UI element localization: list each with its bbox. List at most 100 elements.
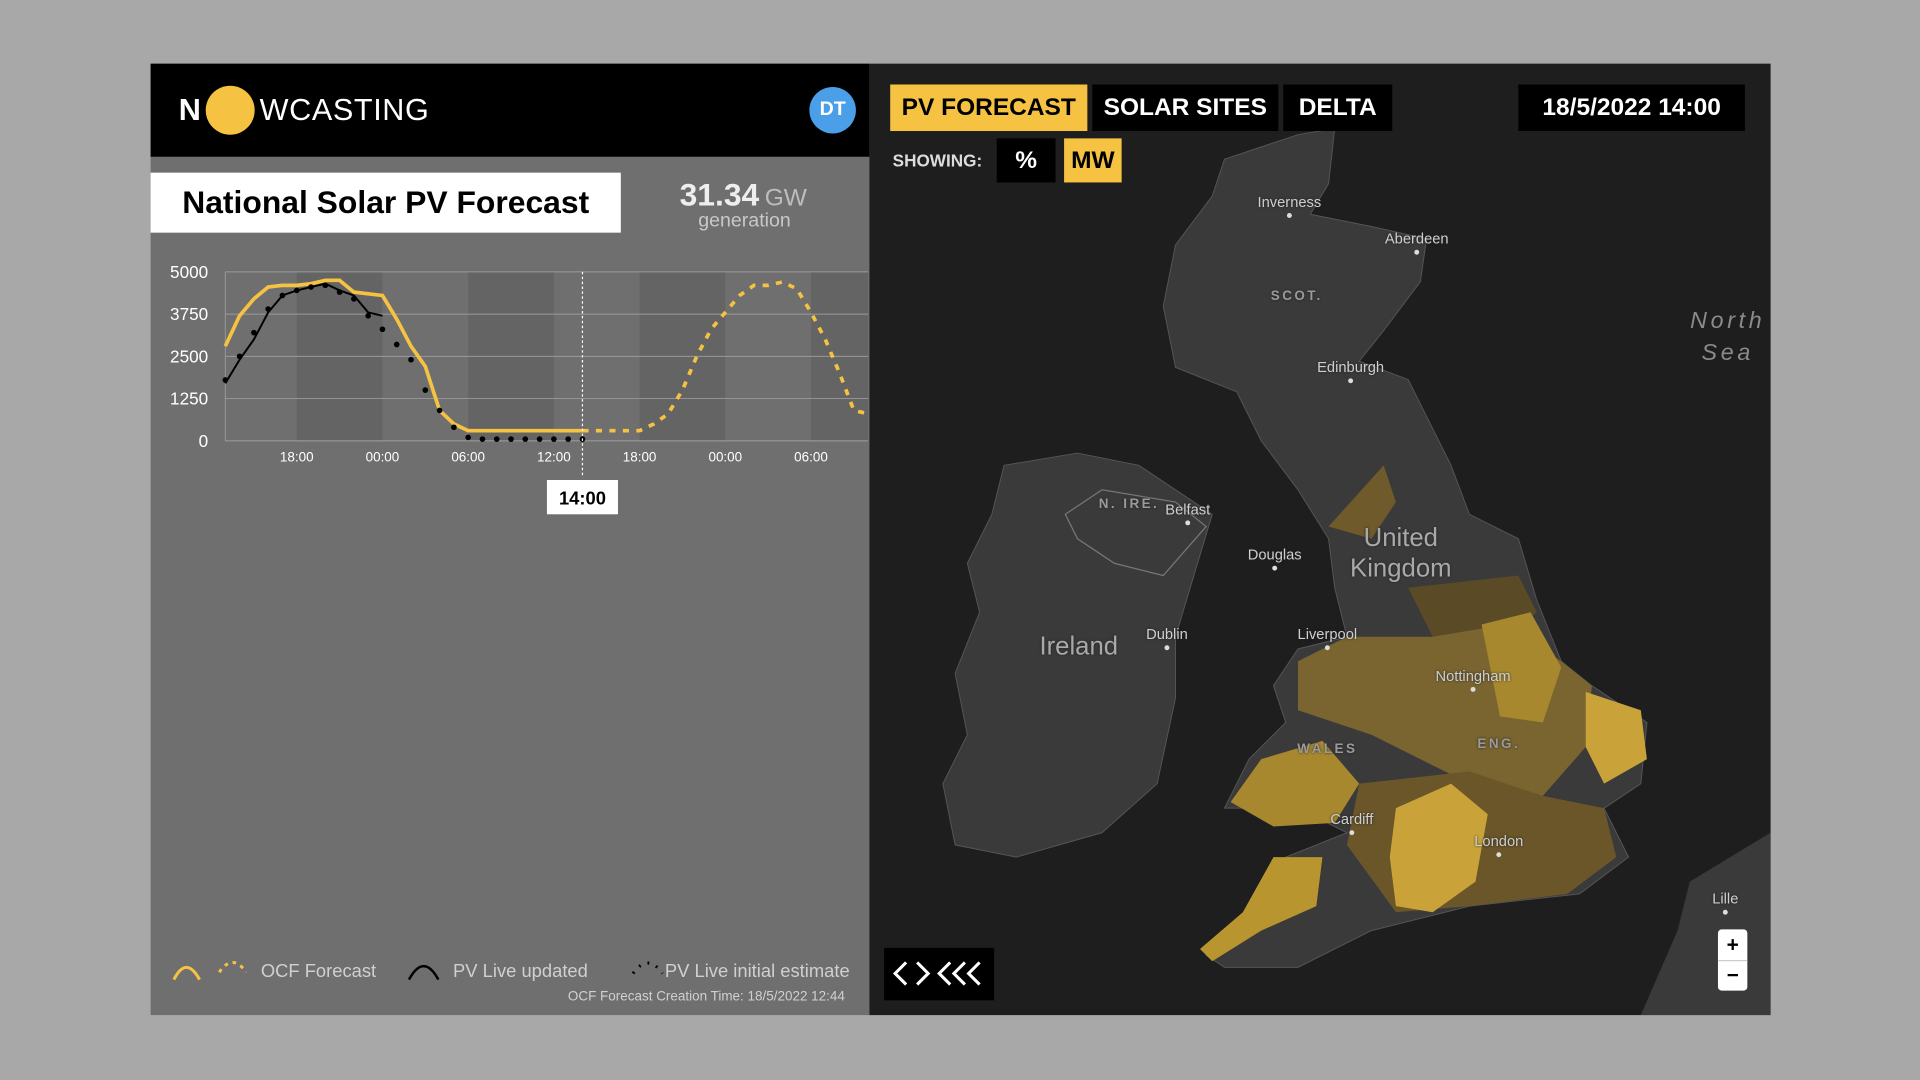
data-point: [479, 436, 486, 442]
map-label: ENG.: [1477, 737, 1521, 752]
generation-value-row: 31.34 GW: [680, 176, 807, 219]
x-tick-label: 18:00: [623, 450, 657, 465]
legend-icons: [172, 960, 664, 981]
city-dot: [1496, 852, 1502, 858]
data-point: [308, 284, 314, 290]
data-point: [379, 326, 386, 333]
x-tick-label: 00:00: [708, 450, 742, 465]
panel-title: National Solar PV Forecast: [150, 172, 621, 233]
region-fill: [1585, 691, 1647, 784]
map-label: SCOT.: [1270, 288, 1323, 304]
tab[interactable]: PV FORECAST: [890, 84, 1088, 132]
legend-label[interactable]: PV Live updated: [453, 961, 588, 983]
city-dot: [1164, 645, 1170, 651]
x-tick-label: 00:00: [366, 450, 400, 465]
continent: [1640, 832, 1771, 1016]
user-avatar[interactable]: DT: [809, 86, 856, 134]
data-point: [408, 356, 414, 363]
creation-time: OCF Forecast Creation Time: 18/5/2022 12…: [567, 989, 845, 1005]
data-point: [565, 436, 571, 442]
data-point: [365, 312, 371, 319]
forecast-chart: 0 1250 2500 3750 5000 18:00 00:00 06:00 12:00 18:…: [170, 262, 869, 515]
map-label: Cardiff: [1330, 810, 1374, 828]
map-label: Edinburgh: [1317, 358, 1385, 376]
data-point: [222, 377, 229, 383]
data-point: [279, 292, 286, 299]
data-point: [351, 296, 357, 302]
map-label: Aberdeen: [1384, 230, 1449, 248]
data-point: [293, 287, 300, 294]
y-tick-label: 3750: [170, 304, 208, 324]
map-label: Inverness: [1257, 193, 1322, 211]
map-label: London: [1474, 832, 1524, 850]
y-tick-label: 1250: [170, 389, 208, 409]
city-dot: [1349, 830, 1355, 836]
generation-unit: GW: [764, 184, 807, 212]
data-point: [393, 341, 400, 348]
city-dot: [1470, 686, 1476, 692]
showing-label: SHOWING:: [892, 150, 983, 171]
city-dot: [1185, 520, 1191, 526]
legend-icon-pv-live: [407, 964, 440, 981]
city-dot: [1348, 378, 1354, 384]
data-point: [265, 306, 271, 312]
generation-label: generation: [698, 210, 791, 232]
data-point: [251, 329, 257, 336]
data-point: [465, 434, 471, 441]
region-fill: [1328, 465, 1396, 539]
city-dot: [1272, 565, 1278, 571]
ocf-logo: [884, 947, 995, 1001]
tab[interactable]: DELTA: [1283, 84, 1393, 132]
data-point: [422, 387, 429, 393]
logo-n: N: [178, 93, 201, 128]
data-point: [551, 436, 557, 442]
logo-sun: [205, 85, 255, 135]
map-label: Liverpool: [1297, 625, 1358, 643]
data-point: [236, 353, 243, 360]
logo-text: WCASTING: [259, 93, 430, 128]
map-label: Ireland: [1039, 632, 1119, 661]
region-fill: [1230, 740, 1360, 827]
map-label: Dublin: [1146, 625, 1188, 643]
legend-label[interactable]: PV Live initial estimate: [664, 961, 850, 983]
unit-toggle[interactable]: MW: [1064, 138, 1122, 183]
unit-toggle[interactable]: %: [996, 138, 1056, 183]
map-label: United Kingdom: [1350, 524, 1452, 583]
map-label: WALES: [1297, 742, 1358, 757]
y-tick-label: 0: [199, 431, 209, 451]
x-tick-label: 06:00: [451, 450, 485, 465]
map-shapes: [942, 127, 1771, 1016]
generation-value: 31.34: [679, 176, 760, 214]
zoom-in[interactable]: +: [1726, 932, 1739, 956]
legend-icon-forecast-future: [217, 960, 248, 974]
legend-icon-pv-initial: [631, 961, 664, 975]
legend-icon-forecast: [172, 965, 201, 981]
datetime: 18/5/2022 14:00: [1518, 84, 1745, 132]
x-tick-label: 12:00: [537, 450, 571, 465]
ireland: [942, 452, 1213, 858]
y-tick-label: 5000: [170, 262, 208, 282]
ni-border: [1064, 489, 1208, 577]
city-dot: [1722, 909, 1728, 915]
data-point: [508, 436, 514, 442]
map-label: Nottingham: [1435, 667, 1511, 685]
region-fill: [1200, 857, 1323, 962]
city-dot: [1414, 249, 1420, 255]
data-point: [522, 436, 529, 442]
region-fill: [1389, 783, 1488, 913]
map-label: Douglas: [1247, 546, 1302, 564]
map[interactable]: Inverness Aberdeen SCOT. Edinburgh North Sea…: [869, 63, 1771, 1016]
tab[interactable]: SOLAR SITES: [1092, 84, 1279, 132]
data-point: [322, 282, 329, 289]
series-line: [223, 278, 583, 433]
city-dot: [1324, 645, 1330, 651]
map-label: Belfast: [1165, 500, 1211, 518]
city-dot: [1286, 213, 1292, 218]
legend-label[interactable]: OCF Forecast: [260, 961, 377, 983]
data-point: [536, 436, 543, 442]
zoom-out[interactable]: −: [1717, 960, 1748, 991]
y-tick-label: 2500: [170, 346, 208, 366]
